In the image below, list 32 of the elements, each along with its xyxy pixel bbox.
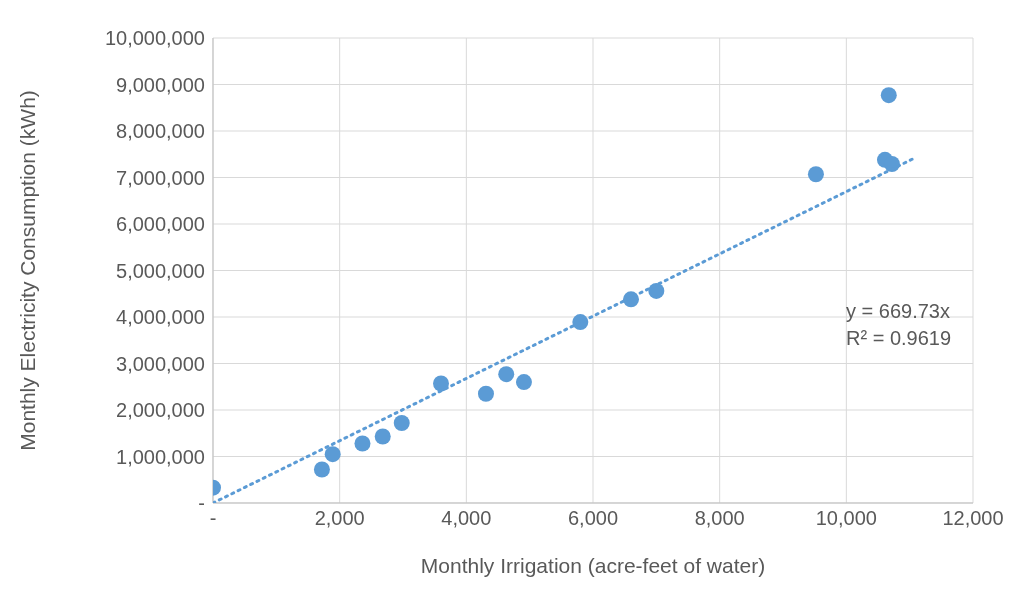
y-axis-title: Monthly Electricity Consumption (kWh) — [16, 90, 40, 451]
x-tick-label: 8,000 — [694, 507, 745, 530]
point — [313, 461, 330, 478]
y-tick-label: 8,000,000 — [116, 120, 205, 143]
point — [807, 166, 824, 183]
x-tick-label: 12,000 — [942, 507, 1004, 530]
annotation: R² = 0.9619 — [846, 326, 952, 351]
y-tick-label: 10,000,000 — [104, 27, 205, 50]
y-tick-label: 1,000,000 — [116, 445, 205, 468]
x-tick-label: 10,000 — [815, 507, 877, 530]
point — [433, 375, 449, 392]
y-tick-label: - — [198, 492, 205, 515]
annotation: y = 669.73x — [846, 299, 951, 324]
point — [354, 435, 371, 452]
point — [880, 87, 897, 104]
x-axis-title: Monthly Irrigation (acre-feet of water) — [420, 554, 766, 577]
point — [324, 446, 341, 463]
y-tick-label: 6,000,000 — [116, 213, 205, 236]
x-tick-label: 4,000 — [441, 507, 492, 530]
y-tick-label: 3,000,000 — [116, 352, 205, 375]
x-tick-label: 6,000 — [567, 507, 619, 530]
y-tick-label: 9,000,000 — [116, 73, 205, 96]
point — [515, 374, 532, 391]
y-tick-label: 4,000,000 — [116, 306, 205, 329]
y-tick-label: 7,000,000 — [116, 166, 205, 189]
point — [477, 385, 494, 402]
point — [498, 366, 515, 383]
y-tick-label: 2,000,000 — [116, 399, 205, 422]
point — [374, 428, 391, 445]
y-tick-label: 5,000,000 — [116, 259, 205, 282]
x-tick-label: 2,000 — [314, 507, 365, 530]
point — [393, 415, 410, 432]
